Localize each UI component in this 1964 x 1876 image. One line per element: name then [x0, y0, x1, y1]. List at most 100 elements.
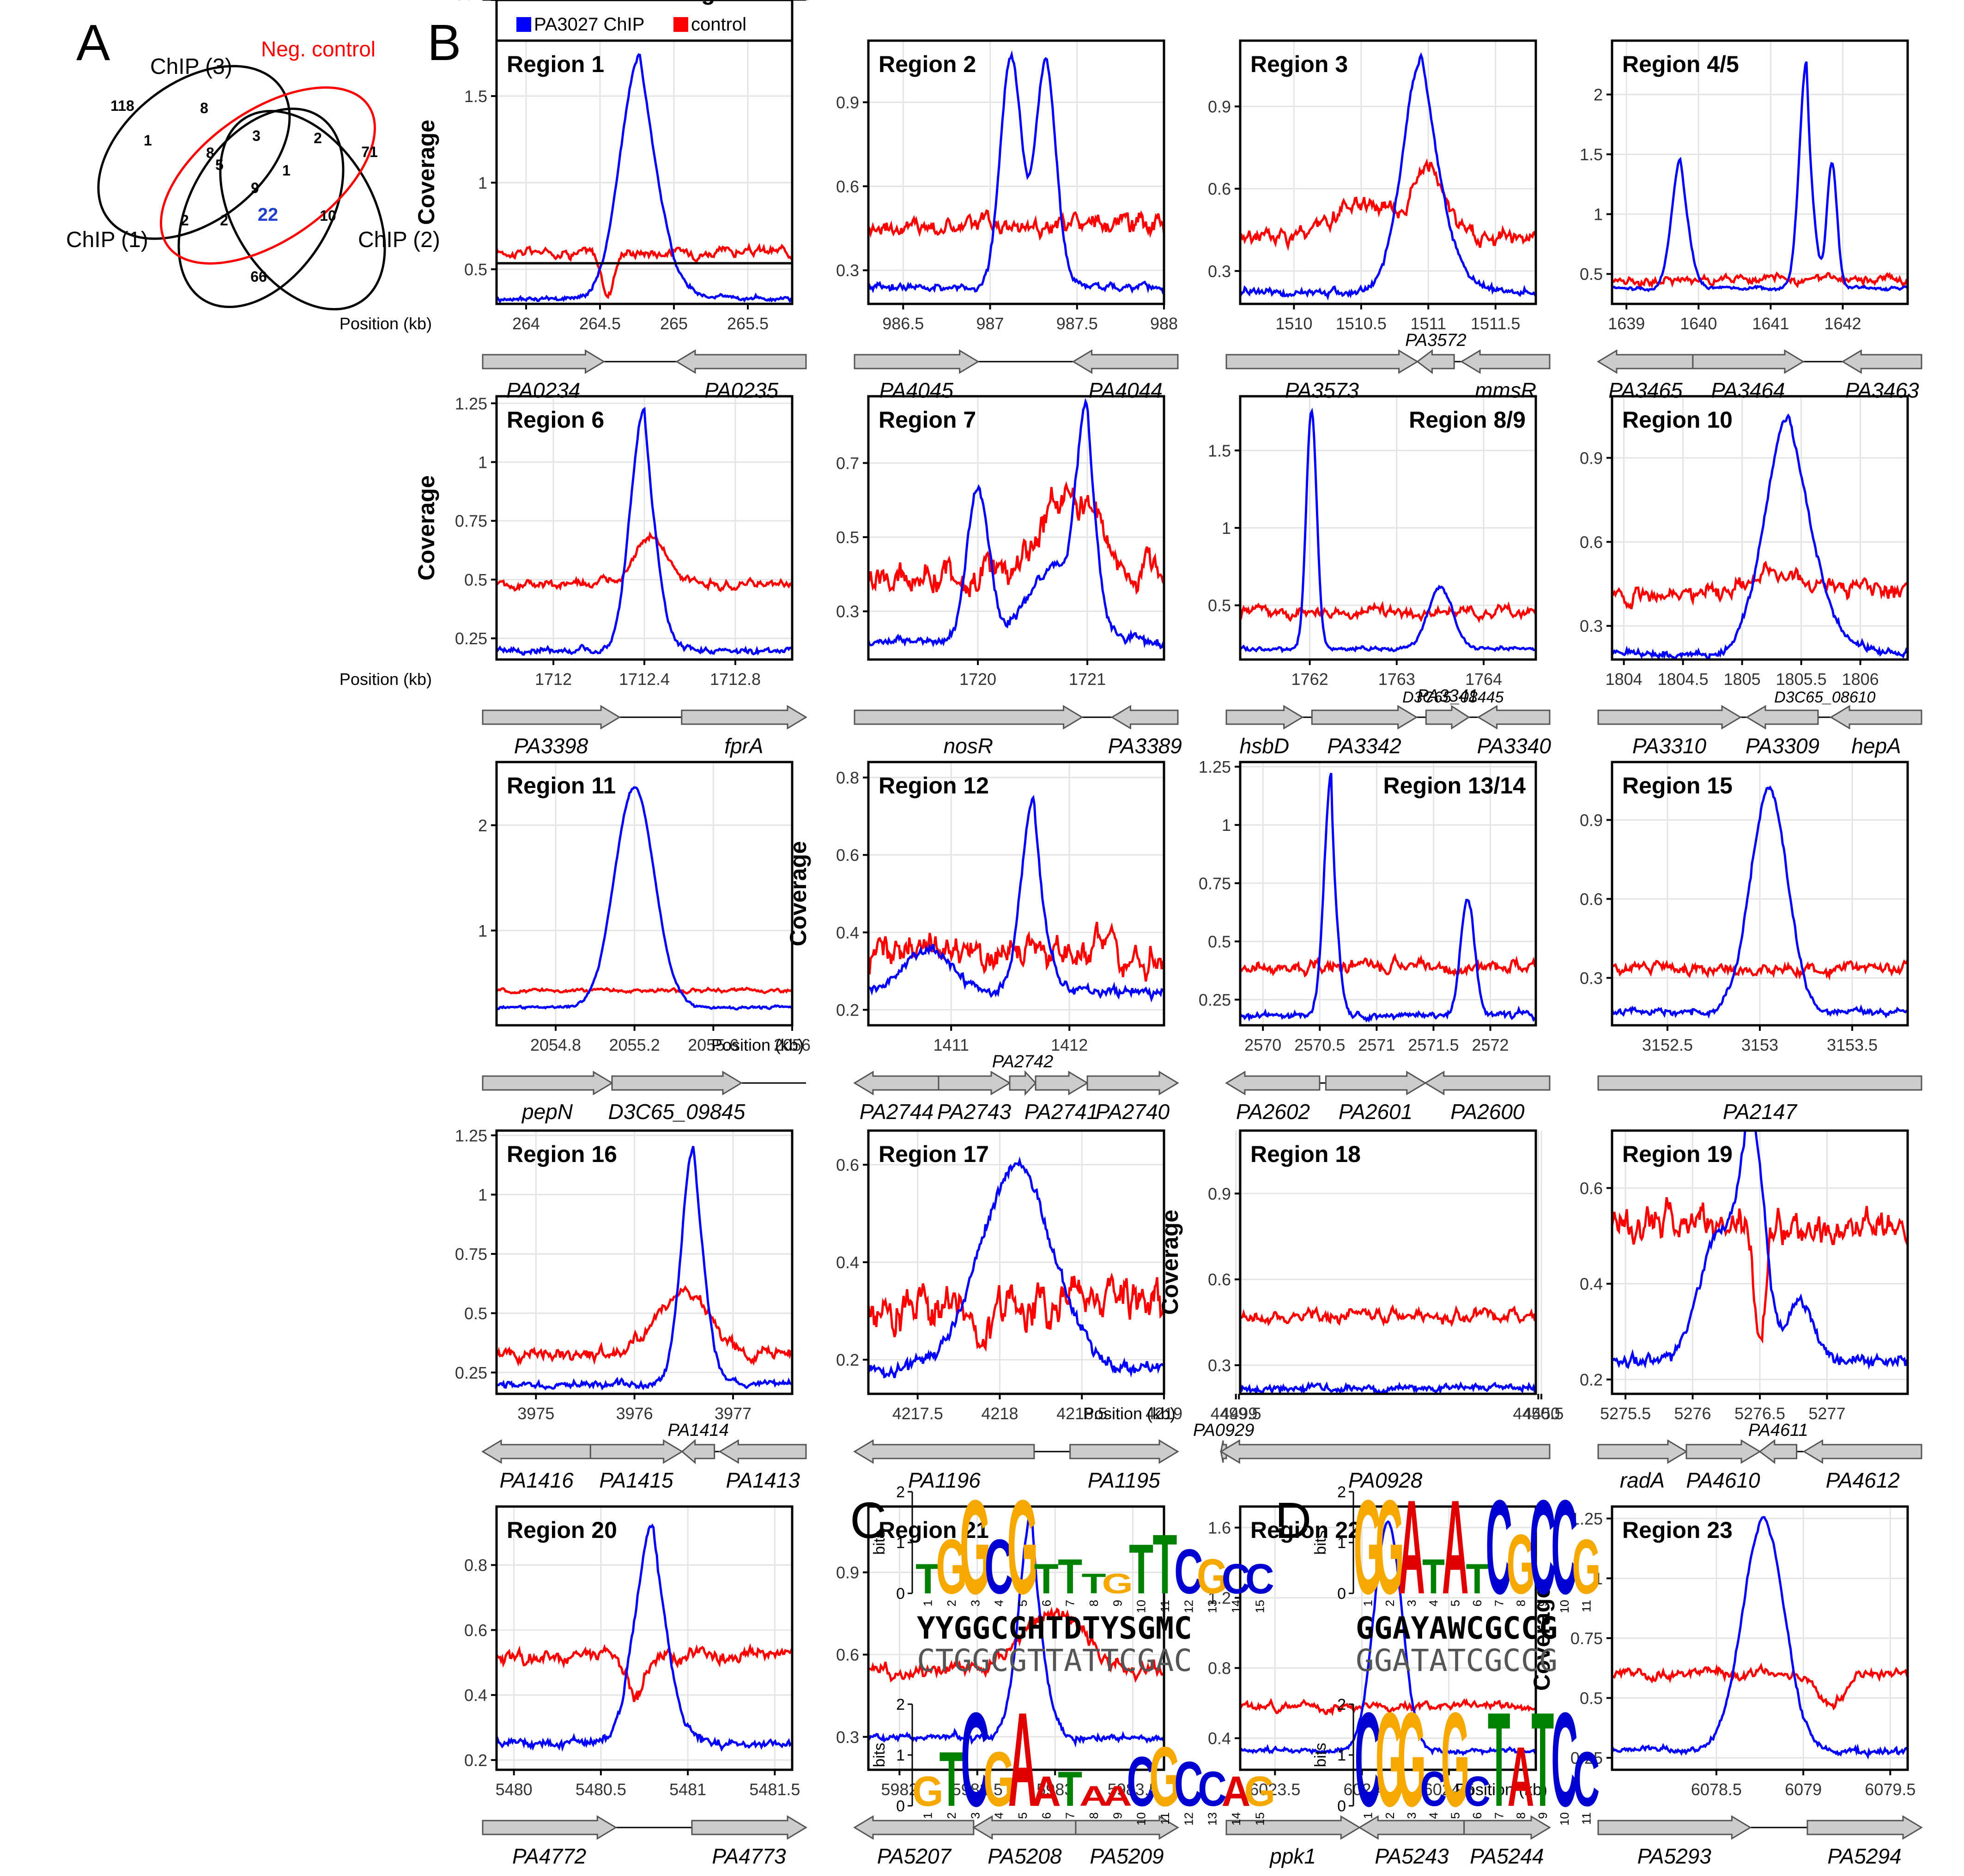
y-tick-label: 0.3	[836, 602, 859, 621]
x-tick-label: 1641	[1752, 314, 1789, 333]
y-tick-label: 1	[1594, 205, 1603, 224]
logo-position-label: 14	[1229, 1812, 1243, 1826]
y-tick-label: 0.5	[464, 260, 487, 279]
gene-arrow	[1225, 1071, 1321, 1095]
x-tick-label: 2055.2	[609, 1035, 660, 1054]
chip-coverage-line	[1240, 1520, 1536, 1756]
y-tick-label: 0.4	[464, 1686, 487, 1705]
region-chart: Region 17 0.2 0.4 0.6 4217.5 4218 4218.5 4219 PA…	[836, 1129, 1182, 1492]
plot-frame	[1611, 39, 1909, 305]
y-axis-label: Coverage	[413, 120, 439, 225]
logo-letter: C	[1245, 1555, 1274, 1603]
x-tick-label: 4217.5	[892, 1404, 943, 1423]
panel-label-b: B	[427, 14, 461, 71]
x-tick-label: 1640	[1680, 314, 1717, 333]
y-tick-label: 0.3	[1580, 968, 1603, 987]
venn-diagram: ChIP (3) Neg. control ChIP (1) ChIP (2) …	[66, 37, 440, 311]
logo-position-label: 12	[1182, 1812, 1195, 1826]
gene-arrow	[1597, 1075, 1922, 1091]
gene-arrow	[681, 705, 807, 730]
gene-label: PA1195	[1088, 1468, 1160, 1492]
logo-position-label: 10	[1134, 1812, 1148, 1826]
gene-arrow	[691, 1815, 807, 1840]
x-tick-label: 1804	[1606, 670, 1643, 689]
y-tick-label: 1.25	[455, 394, 487, 413]
chip-coverage-line	[868, 795, 1164, 1003]
logo-position-label: 15	[1253, 1600, 1267, 1613]
gene-label: PA3340	[1477, 734, 1552, 758]
logo-letter: C	[1464, 1768, 1491, 1815]
logo-position-label: 4	[992, 1812, 1006, 1819]
logo-position-label: 4	[1426, 1600, 1440, 1606]
region-title: Region 22	[1250, 1517, 1361, 1543]
gene-arrow	[1325, 1071, 1427, 1095]
plot-frame	[867, 761, 1165, 1027]
gene-label: PA3464	[1711, 378, 1785, 402]
gene-label: PA5293	[1637, 1844, 1712, 1868]
gene-arrow	[1086, 1071, 1179, 1095]
logo-position-label: 3	[1405, 1812, 1418, 1819]
gene-label: PA3341	[1417, 686, 1478, 706]
venn-count: 71	[361, 144, 378, 160]
y-tick-label: 0.25	[455, 0, 487, 4]
x-tick-label: 1412	[1051, 1035, 1088, 1054]
region-title: Region 7	[879, 407, 976, 433]
logo-position-label: 6	[1039, 1600, 1053, 1606]
gene-arrow	[589, 1439, 684, 1464]
logo-y-tick-label: 2	[1337, 1483, 1346, 1501]
logo-letter: G	[1397, 1685, 1426, 1834]
legend-control-swatch	[673, 17, 688, 32]
logo-letter: G	[936, 1524, 967, 1610]
gene-arrow	[482, 349, 606, 374]
region-title: Region 13/14	[1383, 773, 1526, 799]
logo-position-label: 8	[1087, 1600, 1101, 1606]
y-tick-label: 0.9	[836, 93, 859, 112]
control-coverage-line	[1612, 271, 1908, 289]
logo-letter: A	[1103, 1780, 1132, 1812]
x-tick-label: 265	[660, 314, 688, 333]
logo-position-label: 8	[1514, 1600, 1528, 1606]
logo-letter: T	[1129, 1530, 1153, 1609]
c-sequence: CTGGCGTTATTCGAC	[917, 1643, 1192, 1678]
gene-label: D3C65_08610	[1774, 689, 1875, 706]
region-title: Region 1	[507, 51, 604, 77]
gene-label: PA2740	[1096, 1100, 1170, 1124]
y-tick-label: 0.3	[1208, 1356, 1231, 1375]
logo-position-label: 9	[1536, 1600, 1550, 1606]
y-tick-label: 0.4	[1580, 1275, 1603, 1294]
plot-frame	[1239, 761, 1537, 1027]
x-tick-label: 986.5	[882, 314, 924, 333]
gene-label: ppk1	[1269, 1844, 1316, 1868]
region-chart: Region 12 0.2 0.4 0.6 0.8 1411 1412 Coverage Pos…	[711, 761, 1179, 1124]
logo-position-label: 6	[1470, 1812, 1484, 1819]
d-consensus: GGAYAWCGCCG	[1356, 1610, 1558, 1646]
x-tick-label: 5982.5	[952, 1780, 1003, 1799]
x-tick-label: 1712	[535, 670, 572, 689]
region-chart: Region 23 0.25 0.5 0.75 1 1.25 6078.5 6079 6079.…	[1455, 1505, 1923, 1868]
x-tick-label: 4450.5	[1513, 1404, 1564, 1423]
logo-position-label: 9	[1536, 1812, 1550, 1819]
x-tick-label: 1642	[1824, 314, 1861, 333]
gene-arrow	[1072, 349, 1179, 374]
venn-set-chip1	[97, 65, 291, 240]
logo-position-label: 11	[1579, 1812, 1593, 1825]
plot-frame	[495, 1129, 794, 1395]
gene-label: radA	[1620, 1468, 1665, 1492]
logo-y-tick-label: 1	[1337, 1747, 1346, 1764]
x-tick-label: 1804.5	[1658, 670, 1709, 689]
x-tick-label: 1639	[1608, 314, 1645, 333]
gene-label: PA5244	[1470, 1844, 1544, 1868]
venn-label-chip1: ChIP (1)	[66, 228, 148, 252]
x-tick-label: 1762	[1291, 670, 1328, 689]
y-tick-label: 0.75	[455, 1245, 487, 1264]
gene-label: PA3465	[1608, 378, 1683, 402]
logo-letter: G	[1149, 1730, 1181, 1824]
gene-arrow	[1069, 1439, 1179, 1464]
logo-position-label: 11	[1158, 1812, 1172, 1825]
logo-position-label: 2	[945, 1600, 958, 1606]
gene-arrow	[854, 349, 980, 374]
y-tick-label: 1.25	[1570, 1509, 1603, 1528]
x-tick-label: 1510	[1275, 314, 1312, 333]
